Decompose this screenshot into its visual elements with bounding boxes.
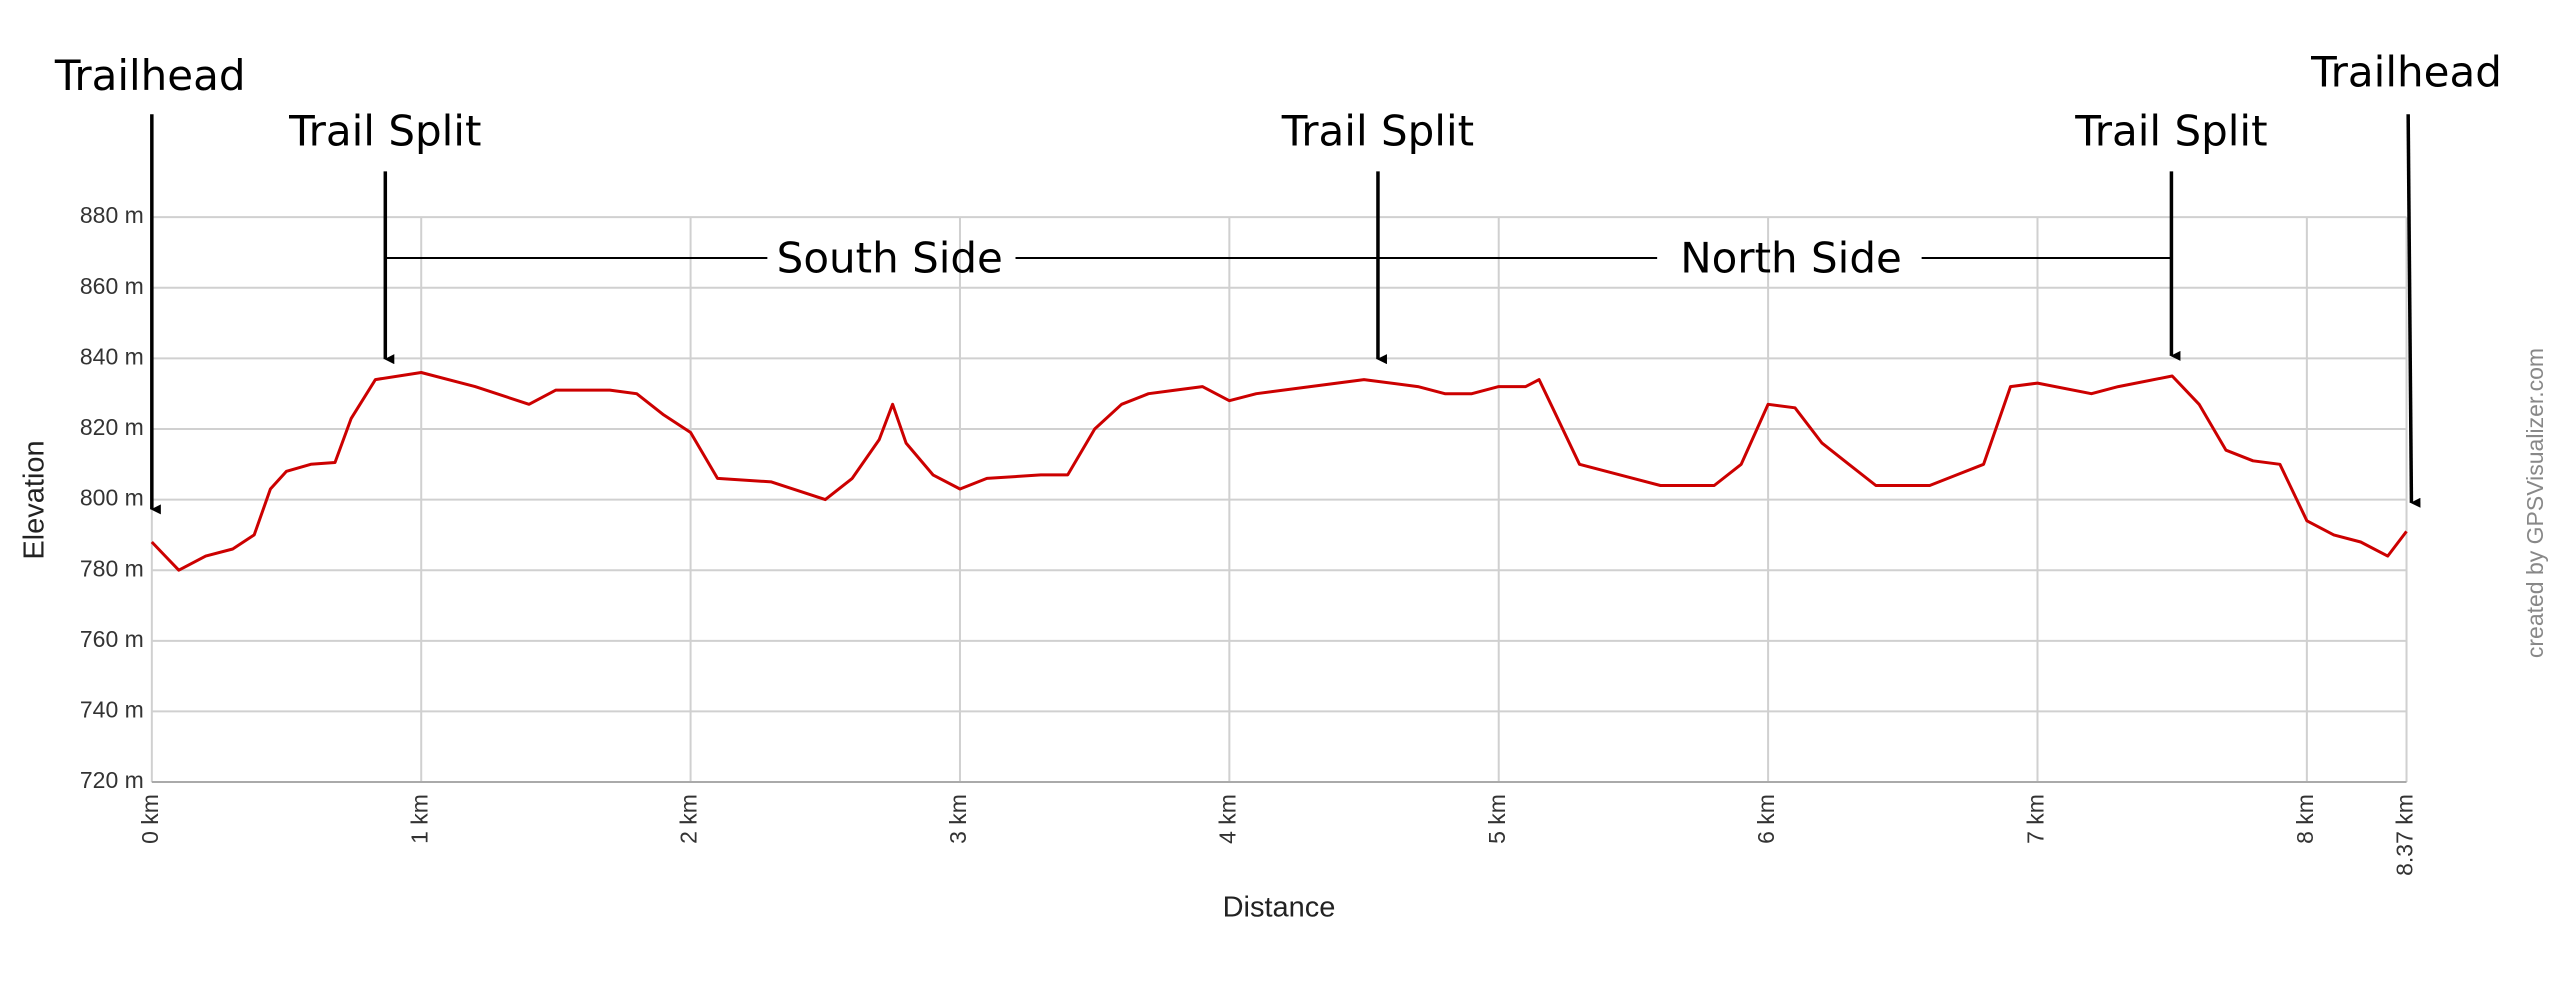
annotation: Trailhead xyxy=(54,51,246,100)
annotation: Trail Split xyxy=(288,106,481,155)
annotation: North Side xyxy=(1680,234,1902,283)
annotation: Trail Split xyxy=(2074,106,2267,155)
y-tick-label: 860 m xyxy=(80,273,144,299)
x-tick-label: 2 km xyxy=(676,794,702,844)
y-tick-label: 780 m xyxy=(80,555,144,581)
elevation-line xyxy=(150,371,2408,572)
y-axis-label: Elevation xyxy=(19,440,51,559)
watermark: created by GPSVisualizer.com xyxy=(2522,348,2548,658)
y-tick-label: 820 m xyxy=(80,414,144,440)
x-tick-label: 6 km xyxy=(1753,794,1779,844)
x-axis-label: Distance xyxy=(1223,892,1336,924)
annotation: Trailhead xyxy=(2310,48,2502,97)
annotation: South Side xyxy=(777,234,1003,283)
y-tick-label: 800 m xyxy=(80,485,144,511)
x-tick-label: 7 km xyxy=(2023,794,2049,844)
x-tick-label: 0 km xyxy=(137,794,163,844)
annotation: Trail Split xyxy=(1281,106,1474,155)
y-tick-label: 740 m xyxy=(80,697,144,723)
x-tick-label: 1 km xyxy=(406,794,432,844)
x-tick-label: 5 km xyxy=(1484,794,1510,844)
x-tick-label: 8.37 km xyxy=(2392,794,2418,876)
annotation-arrow xyxy=(2406,114,2421,508)
x-tick-label: 8 km xyxy=(2292,794,2318,844)
x-tick-label: 3 km xyxy=(945,794,971,844)
y-tick-label: 720 m xyxy=(80,767,144,793)
y-tick-label: 840 m xyxy=(80,343,144,369)
x-tick-label: 4 km xyxy=(1214,794,1240,844)
y-tick-label: 760 m xyxy=(80,626,144,652)
y-tick-label: 880 m xyxy=(80,202,144,228)
